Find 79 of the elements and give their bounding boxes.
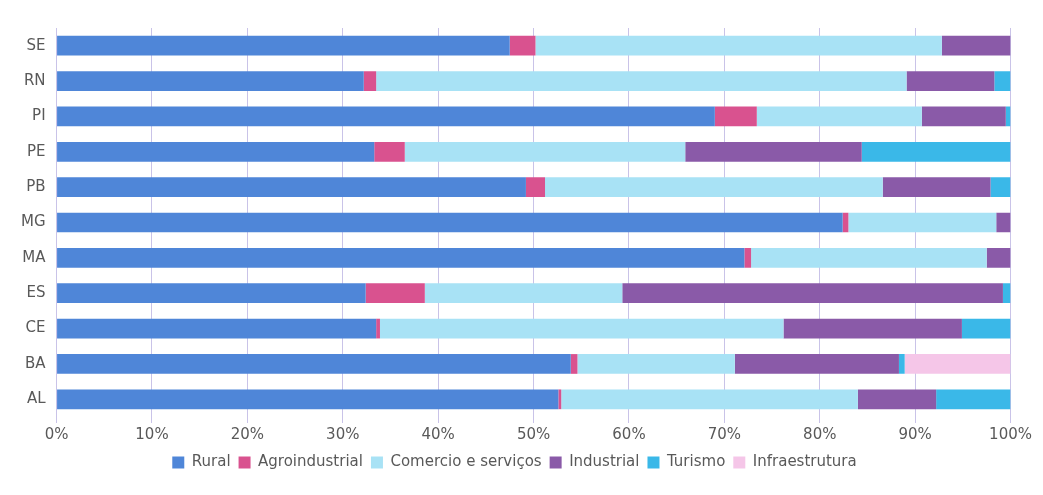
bar: [57, 177, 526, 197]
bar: [57, 283, 366, 304]
x-tick-label: 50%: [516, 424, 551, 443]
y-tick-label: MA: [22, 247, 47, 266]
y-tick-label: AL: [26, 389, 47, 408]
bar: [57, 106, 715, 127]
bar: [857, 389, 937, 410]
bar: [961, 318, 1011, 339]
bar: [570, 354, 578, 374]
bar: [685, 141, 862, 162]
legend-label: Industrial: [569, 452, 640, 471]
bar: [921, 106, 1006, 127]
legend-label: Infraestrutura: [752, 452, 857, 471]
bar: [751, 248, 987, 268]
bar: [994, 71, 1011, 91]
bar: [714, 106, 757, 127]
bar: [622, 283, 1003, 304]
x-tick-label: 20%: [230, 424, 265, 443]
y-tick-label: MG: [20, 212, 46, 231]
y-tick-label: SE: [26, 35, 46, 54]
bar: [744, 248, 752, 268]
bar: [374, 141, 405, 162]
bar: [558, 389, 562, 410]
bar: [898, 354, 905, 374]
bar: [904, 354, 1011, 374]
bar: [57, 354, 571, 374]
bar: [57, 212, 843, 233]
bar: [376, 318, 380, 339]
bar: [365, 283, 425, 304]
bar: [756, 106, 922, 127]
bar: [848, 212, 997, 233]
bar: [906, 71, 995, 91]
bar: [509, 35, 536, 56]
y-tick-label: RN: [23, 70, 46, 89]
bar: [941, 35, 1011, 56]
bar: [57, 35, 510, 56]
bar: [376, 71, 907, 91]
bar: [545, 177, 883, 197]
x-tick-label: 60%: [612, 424, 646, 443]
legend-label: Turismo: [665, 452, 726, 471]
bar: [882, 177, 991, 197]
bar: [363, 71, 377, 91]
bar: [783, 318, 962, 339]
y-tick-label: ES: [26, 283, 46, 302]
bar: [734, 354, 899, 374]
x-tick-label: 0%: [44, 424, 69, 443]
bar: [57, 389, 559, 410]
x-tick-label: 90%: [898, 424, 932, 443]
legend-label: Rural: [191, 452, 231, 471]
bar: [57, 248, 745, 268]
bar: [986, 248, 1011, 268]
y-tick-label: PI: [32, 106, 46, 125]
x-tick-label: 40%: [421, 424, 455, 443]
x-tick-label: 10%: [135, 424, 169, 443]
y-tick-label: PB: [26, 177, 46, 196]
y-tick-label: CE: [25, 318, 46, 337]
y-tick-label: PE: [27, 141, 46, 160]
bar: [57, 71, 364, 91]
x-tick-label: 100%: [989, 424, 1032, 443]
bar: [990, 177, 1011, 197]
legend-label: Comercio e serviços: [390, 452, 542, 471]
bar: [424, 283, 623, 304]
bar: [379, 318, 784, 339]
y-tick-label: BA: [25, 353, 47, 372]
bar: [561, 389, 858, 410]
bar: [996, 212, 1011, 233]
bar: [525, 177, 546, 197]
bar: [57, 141, 375, 162]
x-tick-label: 30%: [326, 424, 360, 443]
bar: [535, 35, 942, 56]
bar: [577, 354, 735, 374]
bar: [404, 141, 686, 162]
bar: [57, 318, 377, 339]
x-tick-label: 70%: [707, 424, 742, 443]
x-tick-label: 80%: [803, 424, 837, 443]
bar: [936, 389, 1011, 410]
bar: [861, 141, 1011, 162]
legend-label: Agroindustrial: [258, 452, 363, 471]
bar: [1002, 283, 1011, 304]
